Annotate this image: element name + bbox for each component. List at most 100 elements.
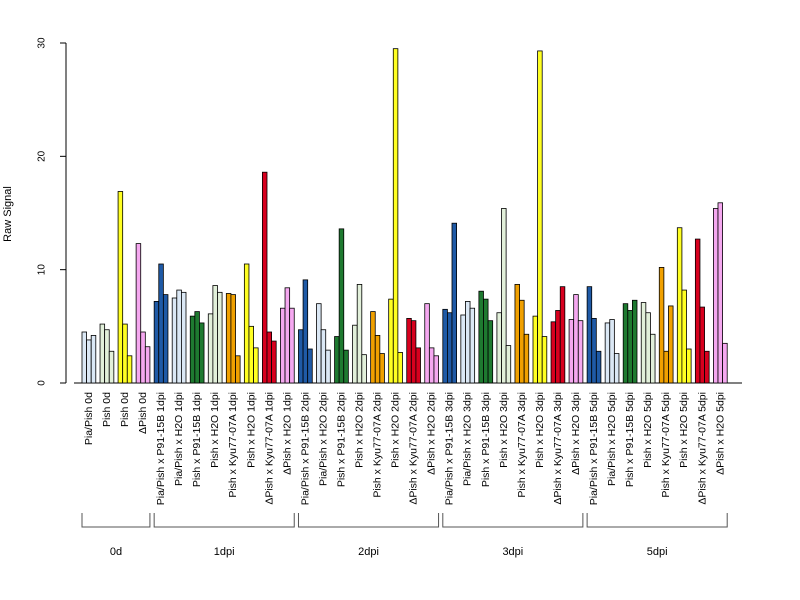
bar — [298, 329, 304, 384]
bar — [271, 340, 277, 384]
group-bracket — [442, 513, 584, 528]
group-label: 1dpi — [214, 546, 235, 558]
bar — [428, 347, 435, 384]
bar — [541, 336, 548, 384]
bar — [212, 285, 218, 384]
x-tick-label: Pish x H2O 2dpi — [390, 392, 402, 468]
group-label: 5dpi — [647, 546, 668, 558]
bar — [81, 331, 87, 384]
bar — [126, 355, 133, 384]
x-tick-label: Pish x H2O 1dpi — [245, 392, 257, 468]
bar — [713, 208, 719, 384]
x-tick-label: Pia/Pish x H2O 3dpi — [462, 392, 474, 486]
bar — [632, 299, 638, 384]
bar — [650, 333, 656, 384]
group-bracket — [153, 513, 295, 528]
bar — [586, 286, 593, 384]
y-axis-label: Raw Signal — [2, 186, 14, 242]
bar — [217, 291, 223, 384]
bar — [392, 48, 399, 384]
bar — [717, 202, 723, 384]
x-tick-label: Pish x Kyu77-07A 3dpi — [516, 392, 528, 498]
bar — [189, 315, 196, 384]
bar — [343, 349, 349, 384]
bar — [433, 355, 439, 384]
bar — [176, 289, 182, 384]
x-tick-label: Pish x H2O 5dpi — [642, 392, 654, 468]
bar — [478, 290, 484, 384]
bar — [640, 302, 647, 384]
bar — [410, 320, 417, 384]
bar — [230, 294, 236, 384]
bar — [676, 227, 683, 384]
bar — [424, 303, 430, 384]
bar — [225, 293, 232, 384]
bar — [248, 325, 254, 384]
bar — [704, 350, 710, 384]
bar — [505, 345, 512, 384]
bar — [501, 208, 507, 384]
y-tick-label: 20 — [37, 150, 48, 162]
bar — [514, 283, 520, 384]
bar — [537, 50, 543, 384]
bar — [316, 303, 322, 384]
bar — [334, 336, 340, 384]
bar — [289, 307, 295, 384]
bar — [573, 294, 579, 384]
bar — [442, 308, 448, 384]
x-tick-label: Pia/Pish x P91-15B 2dpi — [299, 392, 311, 505]
x-tick-label: ΔPish x Kyu77-07A 1dpi — [263, 392, 275, 505]
bar — [483, 298, 489, 384]
bar — [604, 322, 611, 384]
bar — [627, 310, 633, 384]
bar — [99, 323, 106, 384]
x-tick-label: Pish 0d — [119, 392, 131, 427]
x-tick-labels: Pia/Pish 0d Pish 0d Pish 0d ΔPish 0d Pia/Pis… — [83, 392, 726, 505]
bar — [559, 286, 566, 384]
x-tick-label: Pish x Kyu77-07A 5dpi — [660, 392, 672, 498]
x-tick-label: Pish x P91-15B 5dpi — [624, 392, 636, 487]
bar — [658, 266, 665, 384]
x-tick-label: Pish x H2O 2dpi — [354, 392, 366, 468]
bar — [622, 303, 629, 384]
bar — [523, 333, 530, 384]
bar — [356, 283, 363, 384]
bar — [90, 334, 97, 384]
bar — [645, 312, 651, 384]
bar — [460, 314, 466, 384]
group-bracket — [586, 513, 728, 528]
bar — [171, 297, 178, 384]
y-tick-label: 10 — [37, 264, 48, 276]
bar — [253, 347, 259, 384]
bar — [235, 355, 241, 384]
bar — [699, 306, 705, 384]
y-axis: 0 10 20 30 — [37, 37, 67, 386]
bar — [451, 222, 457, 384]
bar — [388, 298, 394, 384]
bar — [325, 349, 331, 384]
bar — [519, 299, 525, 384]
x-tick-label: Pish x P91-15B 1dpi — [191, 392, 203, 487]
bar — [117, 191, 124, 384]
bar — [243, 263, 250, 384]
x-tick-label: ΔPish x Kyu77-07A 2dpi — [408, 392, 420, 505]
group-label: 0d — [110, 546, 122, 558]
x-tick-label: ΔPish 0d — [137, 392, 149, 434]
x-tick-label: ΔPish x Kyu77-07A 5dpi — [696, 392, 708, 505]
x-tick-label: Pia/Pish x H2O 2dpi — [317, 392, 329, 486]
y-tick-label: 30 — [37, 37, 48, 49]
bar — [694, 238, 701, 384]
bar — [207, 313, 214, 384]
bar — [397, 351, 403, 384]
group-bracket — [297, 513, 440, 528]
bar — [153, 300, 160, 384]
x-tick-label: Pia/Pish x P91-15B 3dpi — [444, 392, 456, 505]
x-tick-label: Pish x H2O 5dpi — [678, 392, 690, 468]
bar — [550, 321, 557, 384]
x-tick-label: Pish x P91-15B 3dpi — [480, 392, 492, 487]
bar — [302, 279, 309, 384]
bar — [568, 319, 575, 384]
bar — [577, 320, 584, 384]
bar — [135, 243, 142, 384]
group-brackets: 0d 1dpi 2dpi 3dpi 5dpi — [81, 513, 728, 558]
